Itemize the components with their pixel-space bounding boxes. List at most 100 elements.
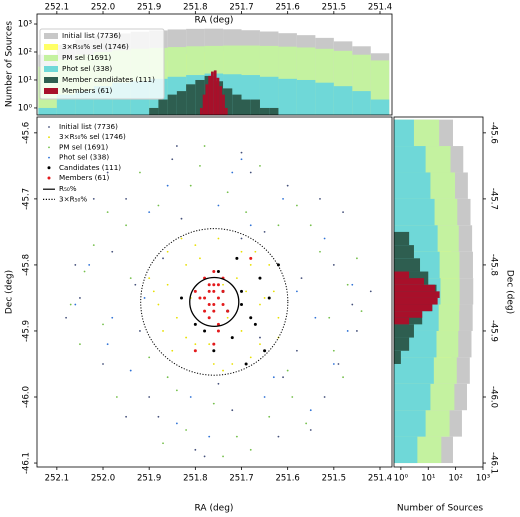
y-axis-label: Number of Sources	[5, 21, 15, 107]
histogram-bar	[394, 337, 410, 351]
histogram-bar	[269, 107, 279, 115]
x-tick-label: 251.8	[183, 474, 207, 484]
histogram-bar	[56, 94, 76, 115]
x-tick-label: 251.9	[137, 474, 161, 484]
scatter-point	[143, 297, 146, 299]
scatter-point	[212, 342, 216, 346]
scatter-point	[171, 158, 174, 161]
y-tick-label: -45.9	[22, 320, 32, 342]
scatter-point	[253, 322, 257, 326]
scatter-point	[199, 257, 201, 260]
scatter-point	[106, 211, 109, 213]
scatter-point	[157, 415, 160, 418]
axes-frame	[393, 116, 484, 468]
legend-marker	[47, 176, 51, 180]
legend-frame	[39, 28, 165, 100]
x-tick-label: 251.9	[137, 3, 161, 13]
legend-label: PM sel (1691)	[62, 53, 111, 62]
radius-circle	[140, 228, 289, 376]
scatter-point	[216, 270, 220, 274]
scatter-point	[65, 316, 67, 319]
y-tick-label: -45.7	[489, 188, 499, 210]
x-tick-label: 251.7	[229, 3, 253, 13]
scatter-point	[369, 290, 372, 293]
scatter-point	[194, 343, 197, 346]
legend-label: Initial list (7736)	[59, 122, 118, 131]
scatter-point	[166, 283, 169, 286]
scatter-point	[212, 303, 216, 307]
scatter-point	[207, 283, 211, 287]
scatter-point	[332, 349, 335, 352]
legend-label: Phot sel (338)	[59, 153, 109, 162]
scatter-point	[162, 442, 164, 445]
y-tick-label: -46.0	[22, 386, 32, 408]
histogram-bar	[149, 107, 159, 115]
legend-label: 3×R₅₀%	[59, 194, 87, 203]
scatter-point	[314, 316, 317, 319]
legend-swatch	[44, 66, 58, 72]
scatter-point	[332, 264, 335, 266]
scatter-point	[309, 409, 312, 412]
scatter-point	[180, 217, 183, 220]
histogram-bar	[394, 258, 421, 272]
scatter-point	[203, 329, 207, 333]
scatter-point	[240, 289, 244, 293]
histogram-bar	[205, 84, 209, 115]
legend-swatch	[44, 33, 58, 39]
scatter-point	[179, 296, 183, 300]
scatter-point	[92, 197, 95, 200]
scatter-point	[276, 263, 280, 267]
scatter-point	[286, 184, 289, 187]
scatter-point	[199, 164, 201, 167]
histogram-bar	[216, 77, 220, 115]
scatter-point	[309, 224, 312, 227]
legend-marker	[48, 136, 50, 139]
histogram-bar	[333, 86, 353, 115]
legend-swatch	[44, 88, 58, 94]
scatter-point	[125, 224, 127, 227]
scatter-point	[342, 376, 344, 379]
legend-swatch	[44, 44, 58, 50]
histogram-bar	[394, 119, 414, 147]
x-tick-label: 10³	[476, 474, 490, 484]
scatter-point	[337, 363, 340, 365]
scatter-point	[106, 171, 109, 174]
scatter-point	[171, 349, 174, 352]
scatter-point	[244, 362, 248, 366]
x-axis-label: Number of Sources	[397, 504, 483, 514]
legend-label: Candidates (111)	[59, 163, 121, 172]
radius-circle	[189, 276, 240, 327]
scatter-point	[346, 283, 349, 286]
histogram-bar	[394, 350, 401, 364]
histogram-bar	[213, 70, 217, 115]
scatter-point	[83, 270, 86, 273]
x-tick-label: 251.6	[275, 3, 299, 13]
scatter-point	[235, 277, 238, 280]
scatter-point	[193, 289, 197, 293]
scatter-point	[231, 409, 234, 412]
scatter-point	[351, 303, 354, 306]
histogram-bar	[158, 99, 168, 115]
scatter-point	[162, 257, 164, 260]
x-tick-label: 252.0	[91, 3, 115, 13]
sky-scatter: 252.1 252.0 251.9 251.8 251.7 251.6 251.5 251.4…	[22, 116, 393, 484]
y-tick-label: 10¹	[18, 75, 32, 85]
scatter-point	[212, 309, 216, 313]
scatter-point	[157, 303, 160, 306]
scatter-point	[245, 290, 248, 293]
histogram-bar	[394, 304, 433, 312]
scatter-point	[351, 283, 354, 286]
histogram-bar	[394, 317, 410, 325]
scatter-point	[212, 283, 216, 287]
legend-label: R₅₀%	[59, 184, 77, 193]
x-tick-label: 251.4	[368, 474, 392, 484]
scatter-point	[240, 303, 244, 307]
x-axis-label: RA (deg)	[195, 16, 234, 26]
histogram-bar	[250, 99, 260, 115]
scatter-point	[259, 336, 261, 339]
x-tick-label: 251.7	[229, 474, 253, 484]
scatter-point	[230, 336, 234, 340]
histogram-bar	[208, 75, 212, 115]
histogram-bar	[394, 245, 414, 259]
